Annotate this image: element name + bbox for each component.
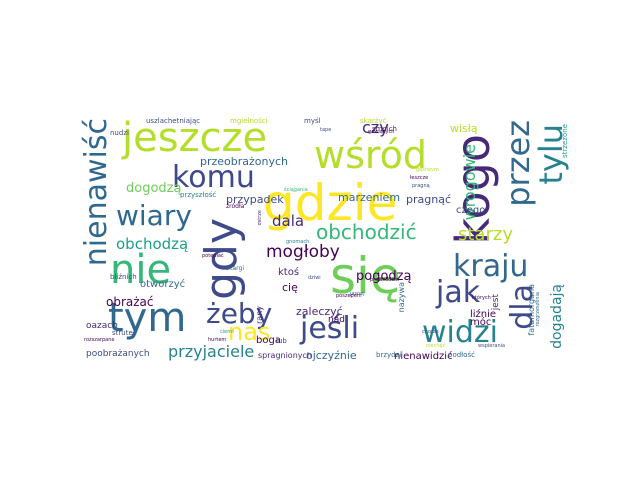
word: jeszcze: [122, 115, 268, 161]
word: strute: [112, 329, 133, 337]
word: nienawiść: [79, 118, 114, 267]
word: nazywa: [397, 282, 406, 313]
word: brzydzi: [376, 351, 402, 359]
word: mogłoby: [266, 242, 340, 262]
word: pragnąć: [406, 193, 451, 206]
word: myśl: [304, 117, 321, 125]
word: obchodzą: [116, 235, 189, 253]
word: marzeniem: [338, 191, 401, 204]
word: łeszcze: [410, 175, 429, 181]
word: obchodzić: [316, 220, 417, 244]
word: przez: [499, 120, 537, 207]
word-cloud: gdzie się nie kogo jeszcze gdy wśród nie…: [79, 106, 570, 370]
word: jasnej: [350, 291, 365, 297]
word: przyjaciele: [168, 342, 255, 361]
word: źródła: [226, 203, 245, 210]
word: gnomach: [286, 239, 310, 245]
word: skargi: [226, 265, 245, 272]
word: gdzie: [263, 174, 398, 232]
word: prawnikiem: [370, 277, 400, 283]
word: żeby: [206, 297, 273, 330]
word: uszlachetniając: [146, 117, 201, 125]
word: cierni: [220, 329, 234, 335]
word: oazach: [86, 321, 118, 331]
word: nie: [110, 247, 172, 293]
word: nad: [328, 315, 345, 325]
word: lub: [276, 337, 287, 345]
word: chorze: [422, 329, 439, 335]
word: ostrze: [257, 210, 263, 226]
word: nudzi: [110, 129, 129, 137]
word: rozgrzeszenia: [535, 292, 541, 327]
word: czy: [362, 118, 389, 137]
word: mgielności: [230, 117, 268, 125]
word: spragnionych: [258, 351, 312, 360]
word: niechęć: [426, 343, 446, 349]
word: pragną: [412, 183, 430, 189]
word: cię: [282, 281, 298, 294]
word: których: [472, 295, 491, 301]
word: strzeżone: [561, 124, 569, 158]
word: się: [330, 247, 401, 305]
word: otworzyć: [140, 279, 186, 290]
word: wisłą: [450, 122, 478, 135]
word: zaleczyć: [296, 305, 343, 318]
word: nas: [228, 318, 271, 346]
word: kraju: [453, 249, 529, 284]
word: hurtem: [208, 337, 227, 343]
word: przyszłość: [180, 191, 217, 199]
word: ściągania: [284, 187, 308, 193]
word: komu: [172, 160, 255, 195]
word: gawiących: [368, 129, 395, 135]
word: rany: [255, 306, 264, 324]
word: dala: [272, 212, 305, 230]
word: móc: [470, 317, 492, 328]
word: czego: [456, 205, 486, 216]
word: smoich: [372, 125, 397, 133]
word: przypadek: [226, 193, 284, 206]
word: boga: [256, 335, 281, 346]
word: bliźnich: [110, 273, 137, 281]
word: skarżyć: [360, 117, 387, 125]
word: widzi: [422, 315, 498, 350]
word: liźnie: [470, 309, 497, 320]
word: ojczyźnie: [306, 349, 357, 362]
word: starzy: [458, 224, 513, 245]
word: jak: [436, 275, 481, 310]
word: poobrażanych: [86, 349, 150, 359]
word: wspierania: [478, 343, 506, 349]
word: jest: [491, 294, 501, 311]
word: obrażać: [106, 295, 154, 309]
word: potępiać: [202, 253, 224, 259]
word: wiary: [116, 199, 192, 232]
word: jeśli: [300, 311, 360, 346]
word: poszepem: [336, 293, 362, 299]
word: ktoś: [278, 267, 300, 278]
word: gęstwym: [416, 167, 439, 173]
word: przeobrażonych: [200, 155, 289, 168]
word: podłość: [448, 351, 475, 359]
word: nienawidzić: [394, 351, 453, 362]
word: dogadają: [549, 284, 565, 349]
word: dogodzą: [126, 181, 182, 196]
word: dziwi: [308, 275, 321, 281]
word: wśród: [314, 133, 428, 177]
word: rozszarpane: [84, 337, 115, 343]
word: tym: [108, 295, 187, 341]
word: tape: [320, 127, 332, 133]
word: pogodzą: [356, 269, 412, 284]
